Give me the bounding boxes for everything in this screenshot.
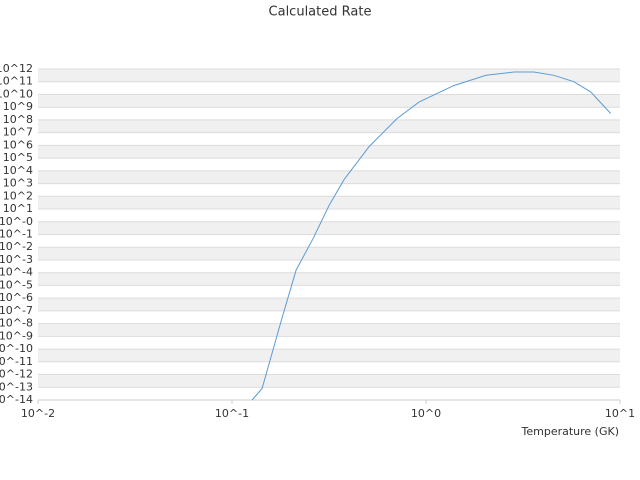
y-tick-label: 10^4 <box>3 164 33 177</box>
grid-band <box>38 94 620 108</box>
grid-band <box>38 196 620 210</box>
grid-band <box>38 119 620 133</box>
y-tick-label: 10^-1 <box>0 228 33 241</box>
y-tick-label: 10^2 <box>3 189 33 202</box>
y-tick-label: 10^-3 <box>0 253 33 266</box>
y-tick-label: 10^-5 <box>0 278 33 291</box>
grid-band <box>38 145 620 159</box>
grid-band <box>38 374 620 388</box>
y-tick-label: 10^-11 <box>0 355 33 368</box>
y-tick-label: 10^3 <box>3 177 33 190</box>
grid-band <box>38 170 620 184</box>
y-tick-label: 10^11 <box>0 75 33 88</box>
y-tick-label: 10^8 <box>3 113 33 126</box>
y-tick-label: 10^5 <box>3 151 33 164</box>
y-tick-label: 10^-10 <box>0 342 33 355</box>
x-tick-label: 10^1 <box>605 407 635 420</box>
x-tick-label: 10^0 <box>411 407 441 420</box>
x-tick-label: 10^-1 <box>215 407 249 420</box>
x-axis-label: Temperature (GK) <box>521 425 620 438</box>
y-tick-label: 10^-13 <box>0 380 33 393</box>
y-tick-label: 10^12 <box>0 62 33 75</box>
chart-title: Calculated Rate <box>269 5 372 20</box>
x-tick-label: 10^-2 <box>21 407 55 420</box>
y-tick-label: 10^-4 <box>0 266 33 279</box>
grid-band <box>38 247 620 260</box>
y-tick-label: 10^-9 <box>0 329 33 342</box>
y-tick-label: 10^6 <box>3 138 33 151</box>
y-tick-label: 10^10 <box>0 87 33 100</box>
y-tick-label: 10^9 <box>3 100 33 113</box>
grid-band <box>38 221 620 235</box>
grid-band <box>38 298 620 311</box>
y-tick-label: 10^1 <box>3 202 33 215</box>
y-tick-label: 10^7 <box>3 126 33 139</box>
y-tick-label: 10^-6 <box>0 291 33 304</box>
grid-band <box>38 323 620 337</box>
y-tick-label: 10^-12 <box>0 368 33 381</box>
data-line <box>251 71 612 401</box>
grid-band <box>38 69 620 82</box>
grid-band <box>38 349 620 362</box>
y-tick-label: 10^-2 <box>0 240 33 253</box>
y-tick-label: 10^-8 <box>0 317 33 330</box>
y-tick-label: 10^-0 <box>0 215 33 228</box>
y-tick-label: 10^-7 <box>0 304 33 317</box>
grid-band <box>38 272 620 286</box>
y-tick-label: 10^-14 <box>0 393 33 406</box>
